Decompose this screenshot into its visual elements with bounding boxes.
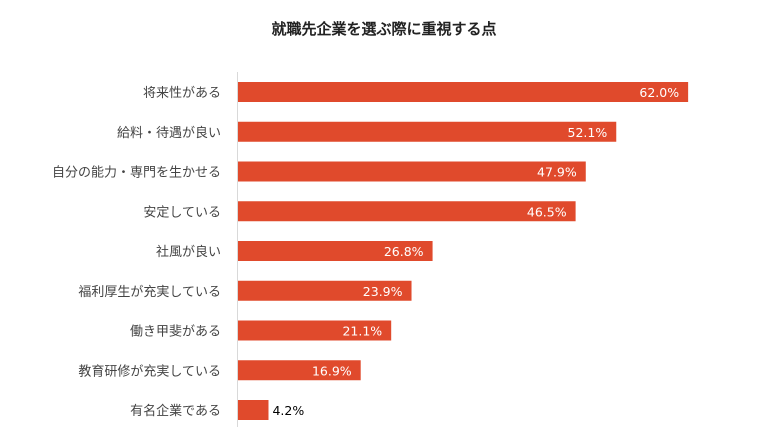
value-label: 52.1%	[568, 125, 608, 140]
value-label: 47.9%	[537, 165, 577, 180]
category-label: 給料・待遇が良い	[117, 125, 221, 141]
category-label: 安定している	[143, 205, 221, 220]
value-label: 46.5%	[527, 204, 567, 219]
bar	[238, 241, 433, 261]
value-label: 16.9%	[312, 363, 352, 378]
bar	[238, 82, 689, 102]
category-label: 有名企業である	[130, 403, 221, 419]
bar	[238, 400, 269, 420]
value-label: 62.0%	[639, 85, 679, 100]
category-label: 将来性がある	[143, 86, 221, 101]
bars-group: 将来性がある 62.0% 給料・待遇が良い 52.1% 自分の能力・専門を生かせる 47.…	[52, 82, 689, 420]
category-label: 福利厚生が充実している	[78, 284, 221, 300]
category-label: 働き甲斐がある	[130, 325, 221, 340]
category-label: 教育研修が充実している	[78, 363, 221, 379]
chart-title: 就職先企業を選ぶ際に重視する点	[271, 20, 497, 38]
value-label: 4.2%	[272, 403, 304, 418]
category-label: 自分の能力・専門を生かせる	[52, 166, 221, 181]
bar	[238, 360, 361, 381]
value-label: 26.8%	[384, 244, 424, 259]
value-label: 23.9%	[363, 284, 403, 299]
category-label: 社風が良い	[156, 244, 221, 260]
bar	[238, 201, 576, 222]
bar	[238, 161, 586, 182]
bar	[238, 280, 412, 301]
bar	[238, 320, 392, 341]
value-label: 21.1%	[342, 324, 382, 339]
bar	[238, 121, 617, 142]
